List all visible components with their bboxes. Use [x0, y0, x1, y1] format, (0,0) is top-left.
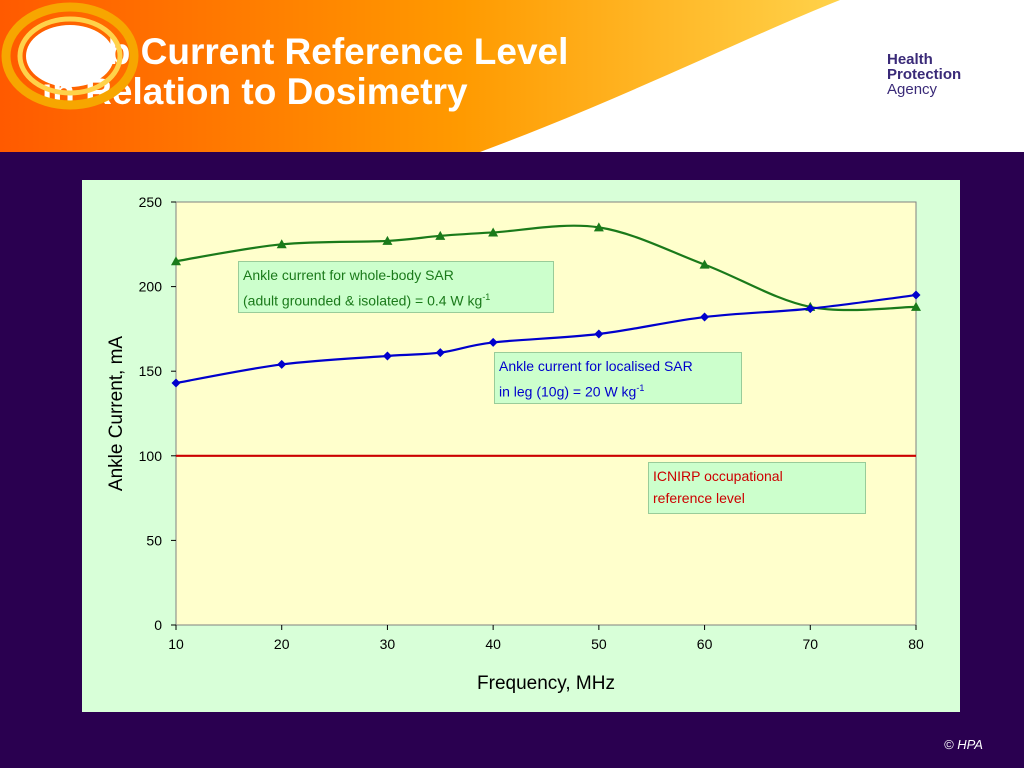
y-tick-label: 100: [139, 448, 163, 464]
x-tick-label: 10: [168, 636, 184, 652]
y-tick-label: 200: [139, 279, 163, 295]
data-point-whole_body: [382, 235, 393, 245]
copyright-text: © HPA: [944, 737, 983, 752]
data-point-localised: [171, 378, 181, 388]
annotation-localised-line2: in leg (10g) = 20 W kg: [499, 383, 637, 400]
hpa-logo-text: Health Protection Agency: [887, 52, 961, 97]
data-point-localised: [488, 337, 498, 347]
data-point-whole_body: [276, 239, 287, 249]
annotation-localised-line1: Ankle current for localised SAR: [499, 358, 693, 374]
annotation-icnirp: ICNIRP occupational reference level: [648, 462, 866, 514]
data-point-localised: [382, 351, 392, 361]
series-line-localised: [175, 293, 917, 385]
data-point-whole_body: [435, 230, 446, 240]
annotation-localised-line2-wrap: in leg (10g) = 20 W kg-1: [499, 377, 737, 403]
y-axis-label: Ankle Current, mA: [106, 336, 127, 492]
header-banner: Limb Current Reference Level in Relation…: [0, 0, 1024, 152]
data-point-localised: [700, 312, 710, 322]
logo-line-agency: Agency: [887, 81, 938, 98]
data-point-whole_body: [911, 301, 921, 311]
y-tick-label: 250: [139, 194, 163, 210]
hpa-logo-icon: [1, 2, 139, 110]
logo-line-health: Health: [887, 51, 933, 68]
x-tick-label: 60: [697, 636, 713, 652]
y-tick-label: 150: [139, 363, 163, 379]
data-point-whole_body: [699, 259, 710, 269]
chart-panel: 0 50 100 150 200 250 10 20 30 40 50 60 70 80 Frequency…: [82, 180, 960, 712]
annotation-whole-body: Ankle current for whole-body SAR (adult …: [238, 261, 554, 313]
x-axis-label: Frequency, MHz: [477, 673, 615, 694]
data-point-localised: [277, 359, 287, 369]
annotation-whole-body-line2: (adult grounded & isolated) = 0.4 W kg: [243, 292, 483, 309]
x-tick-label: 30: [380, 636, 396, 652]
line-chart: 0 50 100 150 200 250 10 20 30 40 50 60 70 80 Frequency…: [106, 194, 924, 694]
data-point-whole_body: [171, 256, 181, 266]
y-tick-label: 0: [154, 617, 162, 633]
x-tick-label: 50: [591, 636, 607, 652]
annotation-whole-body-sup: -1: [482, 292, 491, 302]
annotation-localised: Ankle current for localised SAR in leg (…: [494, 352, 742, 404]
header-swoosh: [0, 0, 840, 152]
x-tick-label: 80: [908, 636, 924, 652]
annotation-icnirp-line1: ICNIRP occupational: [653, 468, 783, 484]
data-point-localised: [805, 304, 815, 314]
data-point-localised: [594, 329, 604, 339]
annotation-localised-sup: -1: [636, 383, 645, 393]
logo-line-protection: Protection: [887, 66, 962, 83]
annotation-icnirp-line2: reference level: [653, 490, 745, 506]
annotation-whole-body-line1: Ankle current for whole-body SAR: [243, 267, 454, 283]
data-point-localised: [435, 348, 445, 358]
data-point-localised: [911, 290, 921, 300]
y-tick-label: 50: [146, 532, 162, 548]
annotation-whole-body-line2-wrap: (adult grounded & isolated) = 0.4 W kg-1: [243, 286, 549, 312]
x-tick-label: 40: [485, 636, 501, 652]
x-tick-label: 20: [274, 636, 290, 652]
series-line-whole_body: [175, 224, 917, 312]
data-point-whole_body: [488, 227, 499, 237]
data-point-whole_body: [593, 222, 604, 232]
x-tick-label: 70: [802, 636, 818, 652]
